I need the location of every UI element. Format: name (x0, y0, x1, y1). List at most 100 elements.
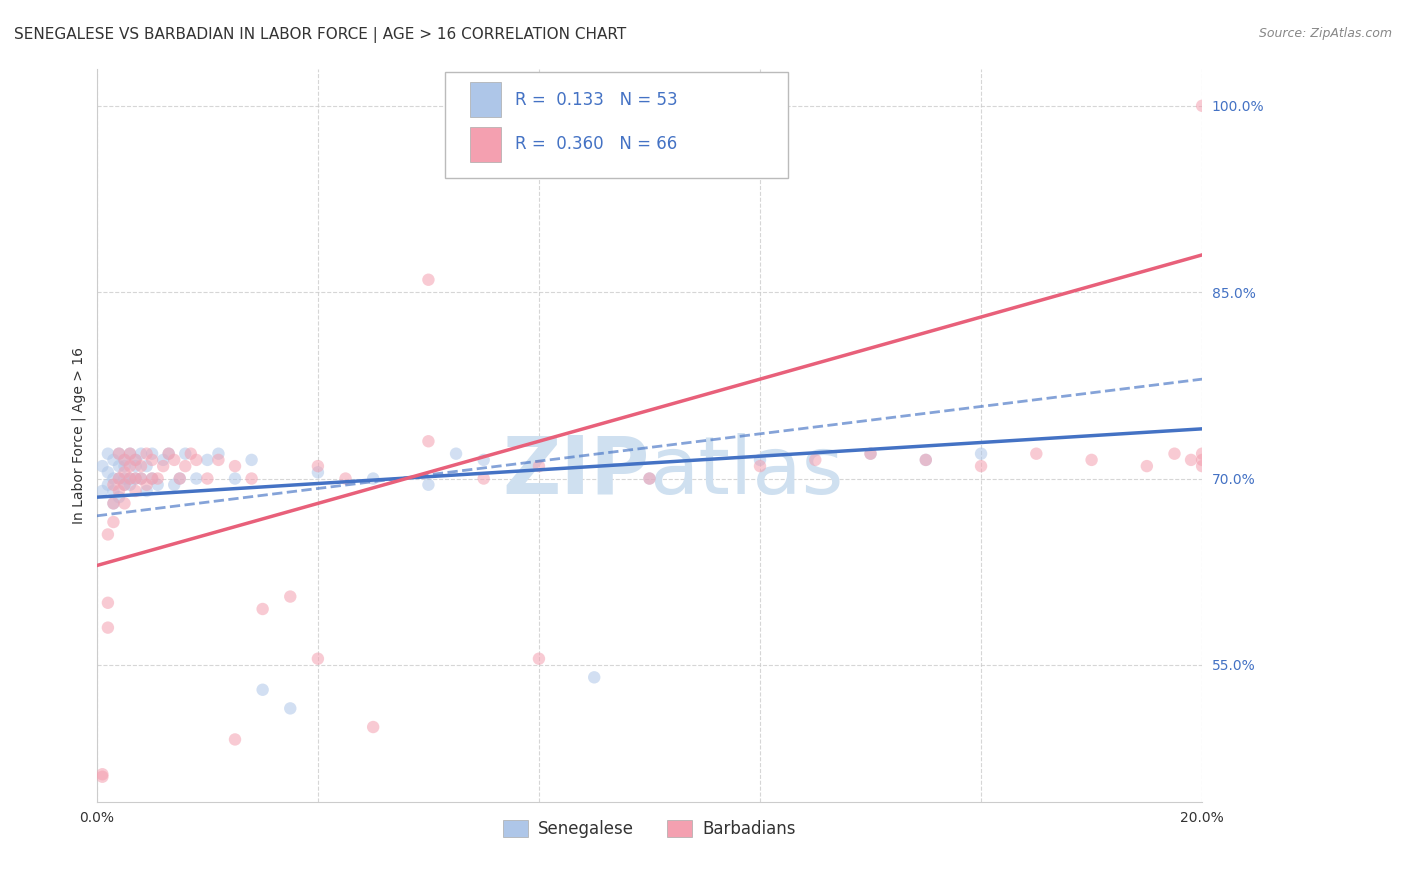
Point (103, 496, 125, 510)
Point (97, 527, 120, 541)
Point (804, 453, 827, 467)
Point (1180, 453, 1202, 467)
Point (135, 477, 157, 491)
Point (859, 447, 882, 461)
Point (91, 483, 114, 498)
Point (914, 453, 936, 467)
Point (152, 459, 174, 474)
Point (141, 447, 163, 461)
Point (129, 471, 152, 485)
Point (970, 447, 993, 461)
Point (118, 471, 141, 485)
Point (361, 471, 384, 485)
Point (146, 477, 169, 491)
Point (195, 453, 218, 467)
Point (114, 477, 136, 491)
Point (307, 651, 329, 665)
Point (108, 447, 131, 461)
Point (252, 602, 274, 616)
Point (163, 453, 186, 467)
Point (240, 453, 263, 467)
Point (307, 459, 329, 474)
Legend: Senegalese, Barbadians: Senegalese, Barbadians (496, 813, 803, 845)
Point (97, 447, 120, 461)
Point (124, 453, 146, 467)
Point (103, 515, 125, 529)
Point (124, 459, 146, 474)
Point (135, 447, 157, 461)
Point (118, 459, 141, 474)
Point (278, 590, 301, 604)
Point (114, 453, 136, 467)
Point (141, 471, 163, 485)
Point (157, 447, 180, 461)
Point (103, 477, 125, 491)
Point (114, 496, 136, 510)
Point (108, 483, 131, 498)
Point (418, 273, 440, 287)
Y-axis label: In Labor Force | Age > 16: In Labor Force | Age > 16 (72, 347, 86, 524)
Point (97, 466, 120, 480)
Text: Source: ZipAtlas.com: Source: ZipAtlas.com (1258, 27, 1392, 40)
Point (186, 471, 208, 485)
Point (108, 447, 131, 461)
Point (114, 459, 136, 474)
Point (157, 447, 180, 461)
Point (174, 459, 197, 474)
Point (108, 490, 131, 504)
Point (108, 459, 131, 474)
Point (207, 453, 229, 467)
FancyBboxPatch shape (446, 72, 787, 178)
Point (114, 477, 136, 491)
FancyBboxPatch shape (471, 127, 502, 162)
Point (1191, 447, 1213, 461)
Point (124, 453, 146, 467)
Point (418, 434, 440, 449)
Point (859, 447, 882, 461)
Point (169, 471, 191, 485)
Point (118, 447, 141, 461)
FancyBboxPatch shape (471, 82, 502, 118)
Point (118, 447, 141, 461)
Point (527, 651, 550, 665)
Point (638, 471, 661, 485)
Point (224, 471, 246, 485)
Point (124, 471, 146, 485)
Point (278, 701, 301, 715)
Point (114, 466, 136, 480)
Text: R =  0.133   N = 53: R = 0.133 N = 53 (515, 91, 678, 109)
Point (118, 471, 141, 485)
Point (103, 453, 125, 467)
Point (914, 453, 936, 467)
Point (472, 453, 495, 467)
Point (224, 732, 246, 747)
Point (97, 621, 120, 635)
Point (335, 471, 357, 485)
Point (163, 477, 186, 491)
Point (103, 496, 125, 510)
Point (146, 471, 169, 485)
Point (252, 682, 274, 697)
Point (141, 453, 163, 467)
Point (1191, 453, 1213, 467)
Point (118, 477, 141, 491)
Point (186, 453, 208, 467)
Point (129, 459, 152, 474)
Point (129, 447, 152, 461)
Point (472, 471, 495, 485)
Point (1191, 99, 1213, 113)
Point (1080, 453, 1102, 467)
Point (224, 459, 246, 474)
Point (103, 471, 125, 485)
Point (527, 459, 550, 474)
Point (180, 447, 202, 461)
Point (1025, 447, 1047, 461)
Point (207, 447, 229, 461)
Point (1136, 459, 1159, 474)
Point (129, 471, 152, 485)
Point (152, 453, 174, 467)
Point (174, 447, 197, 461)
Point (970, 459, 993, 474)
Point (749, 453, 772, 467)
Point (108, 471, 131, 485)
